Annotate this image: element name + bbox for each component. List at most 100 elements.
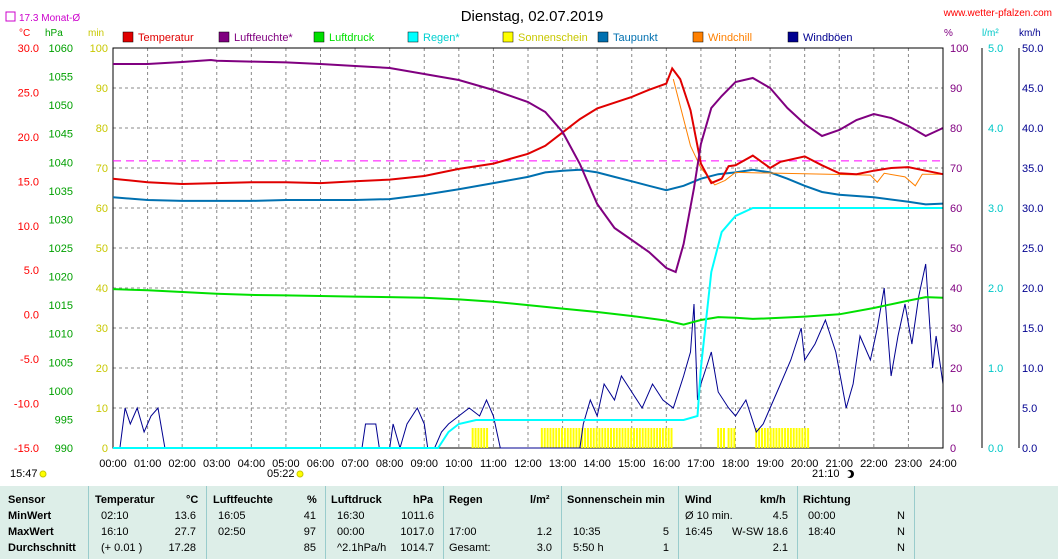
- statistics-table: Sensor Temperatur °C Luftfeuchte % Luftd…: [0, 486, 1058, 559]
- header-pressure-unit: hPa: [413, 494, 434, 506]
- header-sunshine: Sonnenschein min: [567, 494, 665, 506]
- x-tick-label: 17:00: [687, 458, 715, 470]
- stat-temp_v: 27.7: [174, 526, 196, 538]
- series-dewpoint: [112, 168, 944, 206]
- unit-kmh: km/h: [1019, 28, 1041, 39]
- stat-temp_v: 13.6: [174, 510, 196, 522]
- stat-wind_v: 4.5: [772, 510, 788, 522]
- chart-axes: 30.0 25.0 20.0 15.0 10.0 5.0 0.0 -5.0 -10.0 -15.0…: [14, 43, 1044, 470]
- y-tick-sunshine: 90: [96, 83, 108, 95]
- x-tick-label: 07:00: [341, 458, 369, 470]
- sunset-label: 21:10: [812, 468, 840, 480]
- legend-swatch-windchill: [692, 31, 704, 43]
- header-wind: Wind: [685, 494, 712, 506]
- y-tick-pressure: 1015: [49, 300, 73, 312]
- y-tick-pressure: 1040: [49, 157, 73, 169]
- y-tick-rain: 5.0: [988, 43, 1003, 55]
- x-tick-label: 02:00: [168, 458, 196, 470]
- y-tick-pressure: 1055: [49, 72, 73, 84]
- y-tick-rain: 4.0: [988, 123, 1003, 135]
- x-tick-label: 09:00: [410, 458, 438, 470]
- x-tick-label: 20:00: [791, 458, 819, 470]
- y-tick-humidity: 80: [950, 123, 962, 135]
- x-tick-label: 04:00: [238, 458, 266, 470]
- y-tick-pressure: 990: [55, 443, 73, 455]
- y-tick-pressure: 1010: [49, 329, 73, 341]
- chart-legend: Temperatur Luftfeuchte* Luftdruck Regen* Son…: [122, 31, 853, 44]
- stat-label: Durchschnitt: [8, 542, 76, 554]
- stat-dir_t: 18:40: [808, 526, 836, 538]
- legend-label-temperature: Temperatur: [138, 32, 194, 44]
- weather-chart: 30.0 25.0 20.0 15.0 10.0 5.0 0.0 -5.0 -10.0 -15.0…: [5, 8, 1052, 480]
- x-tick-label: 06:00: [307, 458, 335, 470]
- header-rain-unit: l/m²: [530, 494, 550, 506]
- x-tick-label: 24:00: [929, 458, 957, 470]
- month-average-label: 17.3 Monat-Ø: [19, 13, 80, 24]
- stat-dir_t: 00:00: [808, 510, 836, 522]
- stat-sun_t: 5:50 h: [573, 542, 604, 554]
- unit-percent: %: [944, 28, 953, 39]
- y-tick-pressure: 1060: [49, 43, 73, 55]
- header-temperature-unit: °C: [186, 494, 199, 506]
- series-windchill: [672, 78, 943, 187]
- unit-min: min: [88, 28, 104, 39]
- y-tick-rain: 1.0: [988, 363, 1003, 375]
- header-humidity-unit: %: [307, 494, 317, 506]
- y-tick-temperature: 20.0: [18, 132, 39, 144]
- divider: [206, 486, 207, 559]
- series-temperature: [112, 66, 944, 186]
- legend-swatch-gusts: [787, 31, 799, 43]
- header-pressure: Luftdruck: [331, 494, 382, 506]
- unit-lm2: l/m²: [982, 28, 999, 39]
- stat-rain_v: 3.0: [536, 542, 552, 554]
- y-tick-humidity: 90: [950, 83, 962, 95]
- stat-press_t: ^2.1hPa/h: [337, 542, 387, 554]
- header-sensor: Sensor: [8, 494, 46, 506]
- divider: [797, 486, 798, 559]
- sun-icon: [39, 470, 47, 478]
- stat-sun_t: 10:35: [573, 526, 601, 538]
- y-tick-temperature: 5.0: [24, 265, 39, 277]
- y-tick-sunshine: 70: [96, 163, 108, 175]
- y-tick-wind: 35.0: [1022, 163, 1043, 175]
- y-tick-temperature: 15.0: [18, 176, 39, 188]
- legend-label-dewpoint: Taupunkt: [613, 32, 658, 44]
- x-tick-label: 08:00: [376, 458, 404, 470]
- x-tick-label: 00:00: [99, 458, 127, 470]
- y-tick-temperature: -15.0: [14, 443, 39, 455]
- stat-rain_v: 1.2: [536, 526, 552, 538]
- y-tick-temperature: 0.0: [24, 310, 39, 322]
- y-tick-pressure: 1050: [49, 100, 73, 112]
- x-tick-label: 12:00: [514, 458, 542, 470]
- y-tick-sunshine: 0: [102, 443, 108, 455]
- y-tick-temperature: 25.0: [18, 87, 39, 99]
- header-temperature: Temperatur: [95, 494, 155, 506]
- stat-wind_v: 2.1: [772, 542, 788, 554]
- stat-label: MaxWert: [8, 526, 54, 538]
- header-wind-unit: km/h: [760, 494, 786, 506]
- y-tick-sunshine: 10: [96, 403, 108, 415]
- stat-sun_v: 1: [662, 542, 669, 554]
- y-tick-pressure: 1025: [49, 243, 73, 255]
- y-tick-sunshine: 30: [96, 323, 108, 335]
- stat-press_v: 1011.6: [401, 510, 434, 522]
- header-direction: Richtung: [803, 494, 851, 506]
- y-tick-wind: 40.0: [1022, 123, 1043, 135]
- y-tick-rain: 2.0: [988, 283, 1003, 295]
- x-tick-label: 18:00: [722, 458, 750, 470]
- y-tick-humidity: 60: [950, 203, 962, 215]
- stat-label: MinWert: [8, 510, 52, 522]
- y-tick-temperature: -10.0: [14, 399, 39, 411]
- y-tick-wind: 20.0: [1022, 283, 1043, 295]
- stat-press_t: 16:30: [337, 510, 365, 522]
- x-tick-label: 21:00: [825, 458, 853, 470]
- y-tick-pressure: 1005: [49, 357, 73, 369]
- stat-hum_t: 02:50: [218, 526, 246, 538]
- x-tick-label: 10:00: [445, 458, 473, 470]
- stat-dir_v: N: [897, 526, 905, 538]
- x-tick-label: 15:00: [618, 458, 646, 470]
- site-url[interactable]: www.wetter-pfalzen.com: [943, 8, 1052, 19]
- legend-label-gusts: Windböen: [803, 32, 853, 44]
- x-tick-label: 19:00: [756, 458, 784, 470]
- y-tick-rain: 0.0: [988, 443, 1003, 455]
